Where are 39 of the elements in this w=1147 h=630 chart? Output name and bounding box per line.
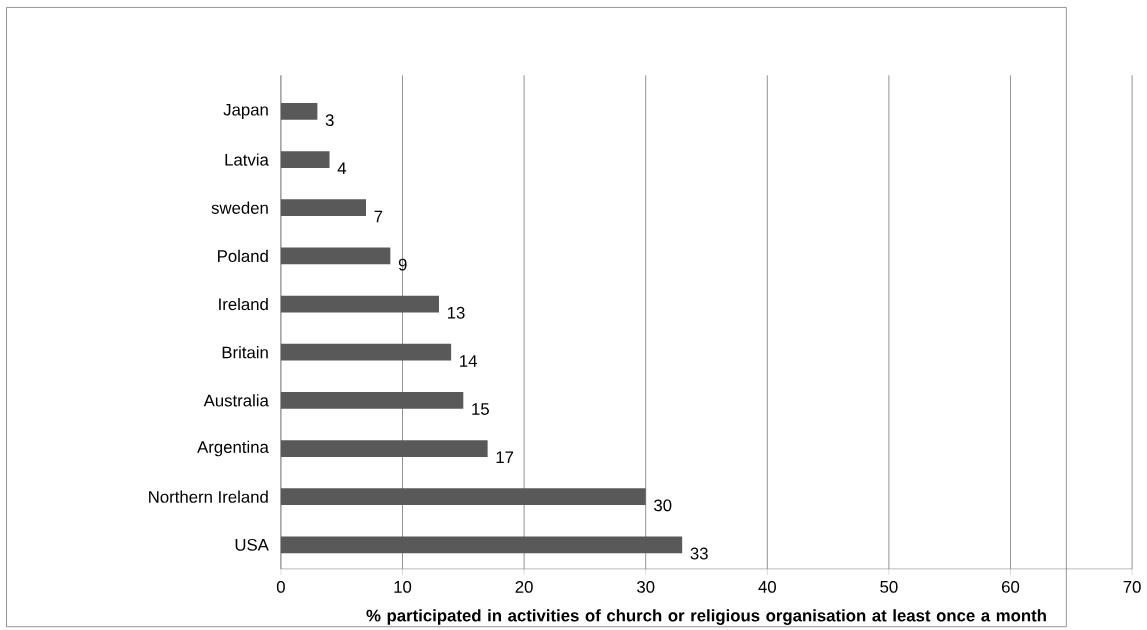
bar xyxy=(280,199,367,216)
bar xyxy=(280,247,391,265)
data-label: 9 xyxy=(398,258,407,271)
bar xyxy=(280,439,488,457)
bar xyxy=(280,536,683,553)
data-label: 4 xyxy=(337,162,347,174)
bar xyxy=(280,295,439,313)
x-tick-label: 10 xyxy=(394,580,412,593)
y-tick-label: Northern Ireland xyxy=(149,490,268,503)
bar xyxy=(280,488,646,505)
y-tick-label: Japan xyxy=(223,103,268,119)
data-label: 13 xyxy=(447,306,465,319)
y-tick-label: Latvia xyxy=(225,153,269,166)
data-label: 7 xyxy=(374,210,383,222)
bar xyxy=(280,150,330,168)
y-tick-label: sweden xyxy=(211,201,268,214)
x-tick-label: 20 xyxy=(515,580,533,593)
data-label: 33 xyxy=(690,547,708,560)
x-tick-label: 50 xyxy=(880,580,898,593)
y-tick-label: Ireland xyxy=(219,297,268,310)
data-label: 15 xyxy=(472,402,489,415)
bar xyxy=(280,102,318,120)
x-tick-label: 60 xyxy=(1002,580,1020,593)
x-tick-label: 30 xyxy=(637,580,655,593)
x-tick-label: 70 xyxy=(1123,580,1141,593)
data-label: 17 xyxy=(496,451,514,463)
x-tick-label: 40 xyxy=(758,580,776,593)
data-label: 14 xyxy=(460,354,477,367)
y-tick-label: USA xyxy=(235,538,269,551)
y-tick-label: Argentina xyxy=(197,440,269,457)
y-tick-label: Britain xyxy=(222,345,268,359)
y-tick-label: Australia xyxy=(203,393,269,407)
y-tick-label: Poland xyxy=(218,249,268,262)
bar xyxy=(280,391,464,409)
data-label: 3 xyxy=(325,113,334,126)
data-label: 30 xyxy=(654,499,672,512)
bar xyxy=(280,343,452,361)
x-tick-label: 0 xyxy=(276,580,285,593)
x-axis-title: % participated in activities of church or religious organisation at least once a month xyxy=(366,608,1046,625)
